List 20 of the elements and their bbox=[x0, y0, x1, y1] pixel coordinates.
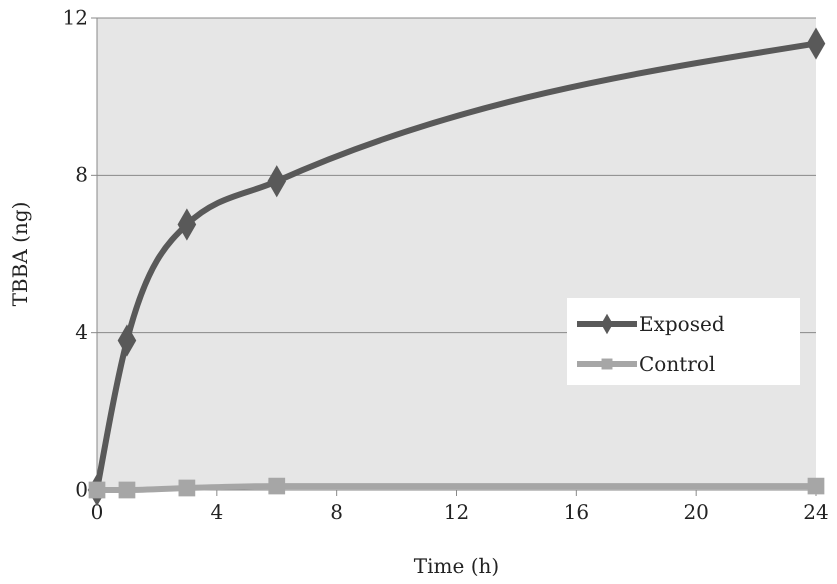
x-tick-label: 4 bbox=[210, 500, 224, 524]
x-axis-title: Time (h) bbox=[414, 554, 500, 578]
point bbox=[268, 478, 286, 494]
point bbox=[178, 480, 196, 496]
x-tick-label: 0 bbox=[90, 500, 104, 524]
y-tick-label: 12 bbox=[62, 5, 88, 30]
y-tick-label: 4 bbox=[75, 320, 88, 344]
legend-label: Control bbox=[639, 352, 716, 376]
point bbox=[118, 482, 136, 498]
x-tick-label: 24 bbox=[803, 500, 829, 524]
y-tick-label: 0 bbox=[75, 477, 88, 502]
x-tick-label: 16 bbox=[564, 500, 590, 524]
point bbox=[808, 478, 824, 494]
x-tick-label: 20 bbox=[683, 500, 709, 524]
y-tick-label: 8 bbox=[75, 162, 88, 187]
x-tick-label: 12 bbox=[444, 500, 470, 524]
x-tick-label: 8 bbox=[330, 500, 344, 524]
legend-label: Exposed bbox=[639, 312, 725, 336]
point bbox=[88, 482, 106, 498]
y-axis-title: TBBA (ng) bbox=[8, 202, 32, 306]
